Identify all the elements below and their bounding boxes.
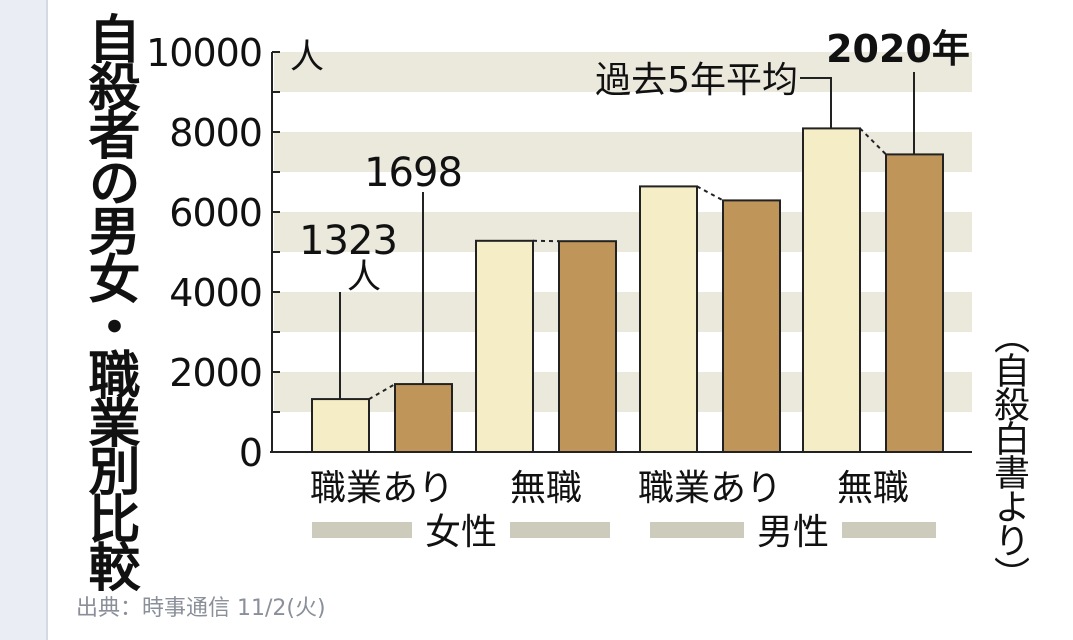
group-bar-right bbox=[510, 522, 610, 538]
x-category-label: 職業あり bbox=[638, 468, 782, 509]
group-bar-right bbox=[842, 522, 936, 538]
bar-2020 bbox=[722, 199, 781, 453]
bar-connector bbox=[368, 383, 396, 400]
data-label-unit: 人 bbox=[347, 257, 381, 297]
x-category-label: 無職 bbox=[837, 468, 909, 509]
y-unit-label: 人 bbox=[290, 37, 324, 77]
chart-title: 自殺者の男女・職業別比較 bbox=[79, 12, 139, 588]
x-category-label: 職業あり bbox=[310, 468, 454, 509]
group-bar-left bbox=[650, 522, 744, 538]
bar-avg-5yr bbox=[639, 185, 698, 453]
bar-2020 bbox=[394, 383, 453, 453]
data-label-2020: 1698 bbox=[364, 150, 462, 196]
bar-avg-5yr bbox=[475, 239, 534, 453]
bar-avg-5yr bbox=[311, 398, 370, 453]
page-left-panel bbox=[0, 0, 46, 640]
bar-2020 bbox=[885, 153, 944, 453]
legend-label-avg: 過去5年平均 bbox=[595, 60, 798, 101]
bar-avg-5yr bbox=[802, 127, 861, 453]
bar-connector bbox=[696, 185, 724, 202]
group-label: 女性 bbox=[425, 512, 497, 553]
y-tick-label: 10000 bbox=[146, 31, 262, 75]
group-label: 男性 bbox=[757, 512, 829, 553]
x-category-label: 無職 bbox=[510, 468, 582, 509]
y-tick-label: 0 bbox=[239, 431, 262, 475]
grid-band bbox=[274, 52, 972, 92]
legend-leader-avg bbox=[800, 77, 832, 129]
bar-connector bbox=[859, 127, 887, 156]
y-tick-label: 8000 bbox=[169, 111, 262, 155]
legend-label-2020: 2020年 bbox=[826, 27, 970, 71]
y-tick-label: 2000 bbox=[169, 351, 262, 395]
grid-band bbox=[274, 292, 972, 332]
y-tick-label: 4000 bbox=[169, 271, 262, 315]
footer-credit: 出典：時事通信 11/2(火) bbox=[76, 596, 326, 621]
y-tick-label: 6000 bbox=[169, 191, 262, 235]
group-bar-left bbox=[312, 522, 412, 538]
bar-2020 bbox=[558, 240, 617, 453]
source-note: （自殺白書より） bbox=[988, 318, 1029, 590]
grid-band bbox=[274, 372, 972, 412]
page-left-rule bbox=[46, 0, 48, 640]
data-label-avg: 1323 bbox=[299, 218, 397, 264]
